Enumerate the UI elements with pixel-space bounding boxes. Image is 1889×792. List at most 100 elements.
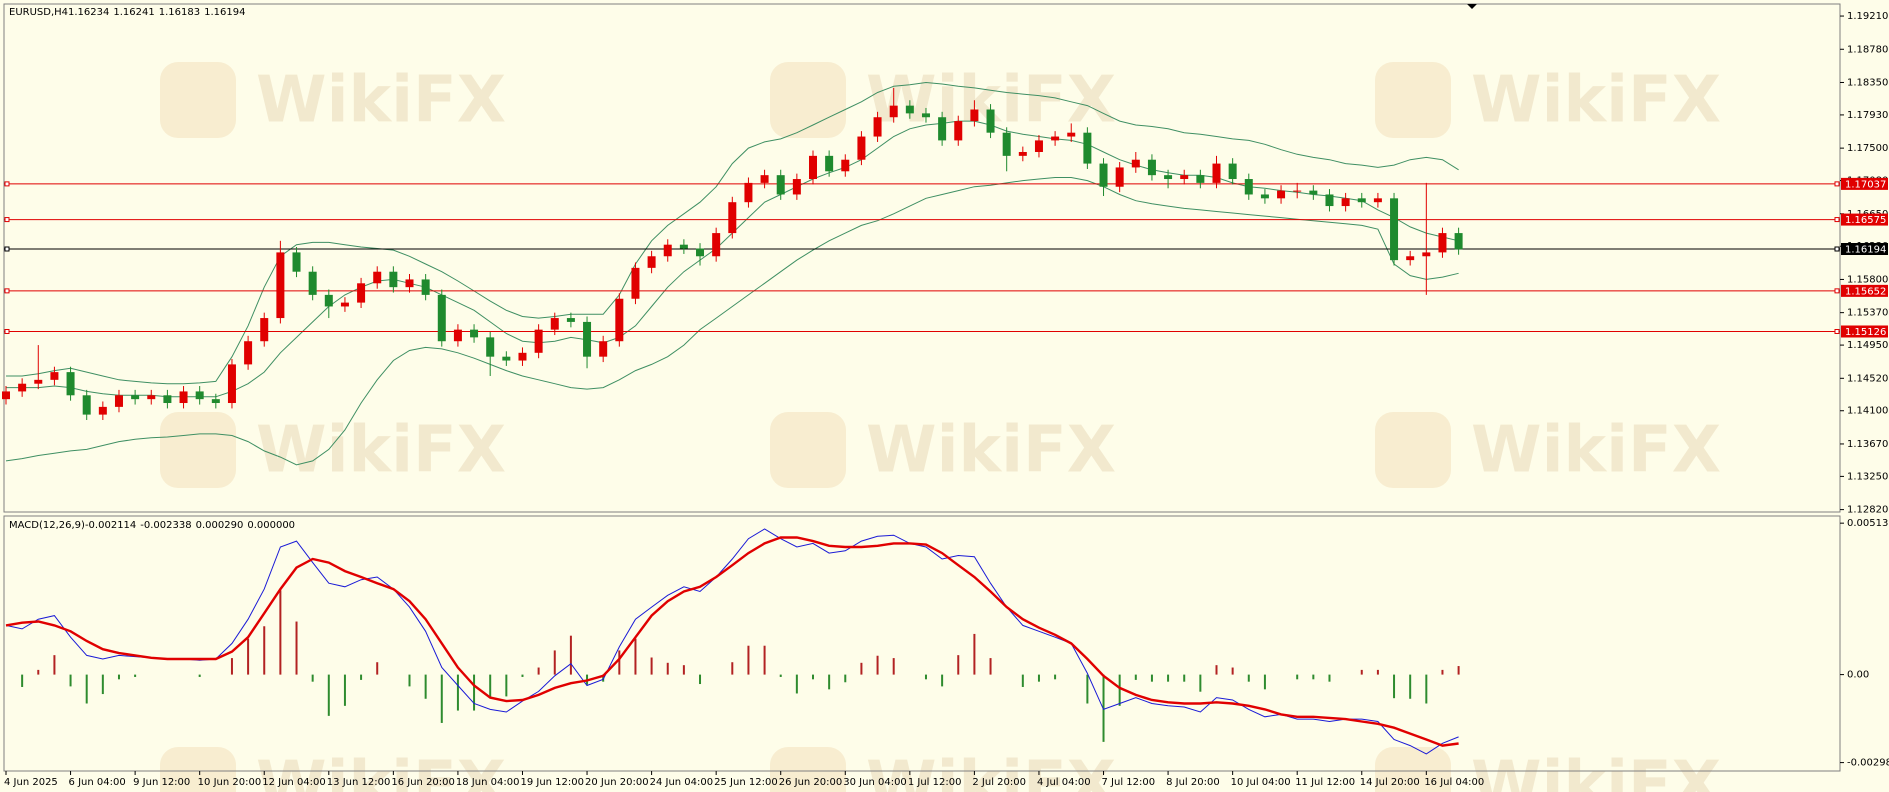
- y-tick-label: -0.002985: [1847, 758, 1889, 769]
- candle-body: [308, 271, 317, 295]
- candle-body: [179, 391, 188, 404]
- x-tick-label: 11 Jul 12:00: [1295, 777, 1355, 788]
- watermark: WikiFX: [1471, 64, 1721, 138]
- candle-body: [147, 395, 156, 400]
- candle-body: [131, 395, 140, 400]
- level-label: 1.17037: [1845, 179, 1886, 190]
- macd-panel: [3, 515, 1841, 772]
- x-tick-label: 4 Jun 2025: [4, 777, 58, 788]
- candle-body: [1373, 198, 1382, 203]
- candle-body: [550, 318, 559, 330]
- candle-body: [453, 329, 462, 342]
- watermark: WikiFX: [256, 749, 506, 792]
- candle-body: [518, 352, 527, 361]
- candle-body: [857, 136, 866, 160]
- quote-value: 1.16241: [113, 7, 154, 18]
- candle-body: [954, 121, 963, 141]
- indicator-name: MACD(12,26,9): [9, 520, 85, 531]
- x-tick-label: 16 Jul 04:00: [1424, 777, 1484, 788]
- candle-body: [599, 341, 608, 357]
- candle-body: [986, 109, 995, 133]
- x-tick-label: 24 Jun 04:00: [650, 777, 714, 788]
- watermark-logo: [160, 62, 236, 138]
- level-label-box: [1841, 177, 1888, 190]
- level-handle: [4, 181, 10, 187]
- y-tick-label: 1.14100: [1847, 406, 1888, 417]
- quote-value: 0.000290: [196, 520, 244, 531]
- symbol: EURUSD,H4: [9, 7, 68, 18]
- y-tick-label: 1.19210: [1847, 11, 1888, 22]
- x-tick-label: 7 Jul 12:00: [1102, 777, 1156, 788]
- candle-body: [1244, 179, 1253, 195]
- level-label-box: [1841, 325, 1888, 338]
- candle-body: [1115, 167, 1124, 187]
- y-tick-label: 1.17930: [1847, 110, 1888, 121]
- watermark-logo: [1375, 62, 1451, 138]
- y-tick-label: 1.14950: [1847, 340, 1888, 351]
- candle-body: [921, 113, 930, 118]
- watermark: WikiFX: [1471, 749, 1721, 792]
- candle-body: [647, 256, 656, 268]
- candle-body: [744, 182, 753, 203]
- candle-body: [1341, 198, 1350, 207]
- candle-body: [1131, 159, 1140, 168]
- candle-body: [66, 372, 75, 396]
- watermark-logo: [160, 412, 236, 488]
- watermark-logo: [160, 747, 236, 792]
- candle-body: [566, 318, 575, 322]
- candle-body: [276, 252, 285, 319]
- candle-body: [260, 318, 269, 342]
- candle-body: [357, 283, 366, 303]
- x-tick-label: 25 Jun 12:00: [714, 777, 778, 788]
- candle-body: [421, 279, 430, 295]
- candle-body: [1357, 198, 1366, 203]
- candle-body: [50, 372, 59, 380]
- watermark-logo: [770, 747, 846, 792]
- candle-body: [1034, 140, 1043, 152]
- x-tick-label: 1 Jul 12:00: [908, 777, 962, 788]
- candle-body: [405, 279, 414, 288]
- candle-body: [760, 175, 769, 183]
- candle-body: [486, 337, 495, 357]
- candle-body: [1454, 233, 1463, 250]
- candle-body: [340, 302, 349, 307]
- level-label-box: [1841, 284, 1888, 297]
- watermark: WikiFX: [256, 64, 506, 138]
- candle-body: [825, 155, 834, 172]
- level-label: 1.16575: [1845, 215, 1886, 226]
- candle-body: [502, 356, 511, 361]
- candle-body: [2, 391, 10, 400]
- level-handle: [1834, 181, 1840, 187]
- candle-body: [114, 395, 123, 407]
- x-tick-label: 19 Jun 12:00: [520, 777, 584, 788]
- x-tick-label: 10 Jun 20:00: [198, 777, 262, 788]
- level-handle: [4, 246, 10, 252]
- watermark-logo: [770, 412, 846, 488]
- candle-body: [1309, 190, 1318, 195]
- level-handle: [1834, 288, 1840, 294]
- y-tick-label: 1.15800: [1847, 274, 1888, 285]
- quote-value: 0.000000: [247, 520, 295, 531]
- candle-body: [792, 179, 801, 195]
- watermark-logo: [1375, 412, 1451, 488]
- candle-body: [244, 341, 253, 365]
- candle-body: [1002, 132, 1011, 156]
- candle-body: [873, 117, 882, 137]
- shift-marker: [1467, 4, 1477, 9]
- quote-value: -0.002114: [85, 520, 136, 531]
- candle-body: [98, 406, 107, 415]
- quote-value: -0.002338: [140, 520, 191, 531]
- candle-body: [1277, 190, 1286, 199]
- y-tick-label: 1.14520: [1847, 373, 1888, 384]
- candle-body: [1180, 175, 1189, 180]
- x-tick-label: 26 Jun 20:00: [779, 777, 843, 788]
- candle-body: [905, 105, 914, 114]
- candle-body: [163, 395, 172, 404]
- candle-body: [1260, 194, 1269, 199]
- candle-body: [18, 383, 27, 392]
- watermark-logo: [770, 62, 846, 138]
- candle-body: [728, 202, 737, 234]
- candle-body: [1406, 256, 1415, 261]
- candle-body: [615, 298, 624, 342]
